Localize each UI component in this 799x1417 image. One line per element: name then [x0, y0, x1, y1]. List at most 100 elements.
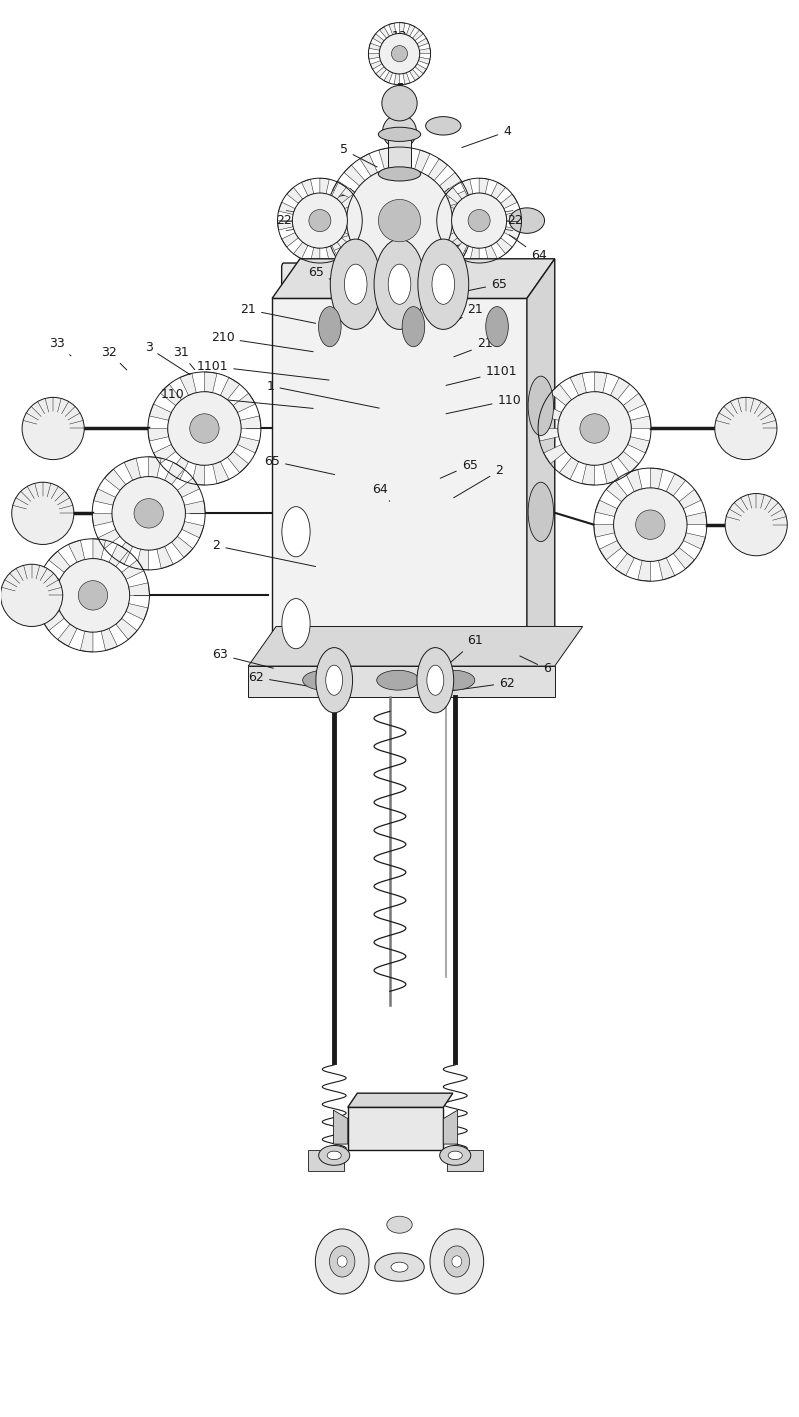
Polygon shape: [370, 61, 382, 69]
Polygon shape: [192, 465, 205, 485]
Polygon shape: [277, 221, 293, 230]
Polygon shape: [630, 417, 651, 428]
Polygon shape: [49, 551, 70, 572]
Text: 21: 21: [454, 303, 483, 323]
Polygon shape: [237, 436, 260, 453]
Polygon shape: [153, 445, 176, 463]
Polygon shape: [320, 179, 329, 194]
Circle shape: [432, 264, 455, 305]
Bar: [388, 135, 411, 174]
Polygon shape: [341, 194, 358, 208]
Polygon shape: [272, 259, 555, 299]
Polygon shape: [623, 393, 646, 412]
Text: 12: 12: [392, 30, 410, 52]
Circle shape: [374, 239, 425, 329]
Polygon shape: [686, 512, 707, 524]
Polygon shape: [479, 179, 488, 194]
Polygon shape: [437, 221, 452, 230]
Ellipse shape: [309, 210, 331, 231]
Polygon shape: [42, 611, 64, 631]
Ellipse shape: [444, 1246, 470, 1277]
Ellipse shape: [168, 391, 241, 465]
Text: 32: 32: [101, 346, 127, 370]
Polygon shape: [419, 57, 430, 64]
Ellipse shape: [319, 1145, 350, 1165]
Ellipse shape: [387, 1216, 412, 1233]
Ellipse shape: [337, 1255, 347, 1267]
Polygon shape: [594, 524, 614, 537]
Circle shape: [427, 665, 443, 696]
Polygon shape: [412, 30, 423, 41]
Text: 2: 2: [454, 465, 503, 497]
Polygon shape: [400, 23, 405, 34]
Polygon shape: [379, 147, 392, 170]
Ellipse shape: [558, 391, 631, 465]
Polygon shape: [348, 1093, 453, 1107]
Ellipse shape: [12, 482, 74, 544]
Text: 22: 22: [276, 214, 329, 232]
Text: 4: 4: [462, 125, 511, 147]
Circle shape: [486, 306, 508, 347]
Polygon shape: [415, 64, 427, 74]
Polygon shape: [446, 187, 462, 204]
Polygon shape: [434, 255, 455, 276]
Text: 62: 62: [438, 676, 515, 693]
Polygon shape: [293, 242, 308, 259]
Polygon shape: [570, 373, 586, 395]
Polygon shape: [444, 242, 467, 261]
Bar: [248, 666, 555, 697]
Circle shape: [418, 239, 469, 329]
Ellipse shape: [432, 670, 475, 690]
Text: 62: 62: [248, 670, 329, 690]
Text: 1: 1: [267, 380, 380, 408]
Polygon shape: [470, 248, 479, 264]
Ellipse shape: [509, 208, 545, 234]
Polygon shape: [501, 194, 517, 208]
Circle shape: [344, 264, 367, 305]
Polygon shape: [161, 384, 181, 405]
Polygon shape: [451, 210, 473, 221]
Polygon shape: [650, 468, 663, 489]
Circle shape: [319, 306, 341, 347]
Polygon shape: [610, 377, 630, 400]
Polygon shape: [384, 71, 392, 84]
Text: 110: 110: [161, 388, 313, 408]
Polygon shape: [338, 249, 360, 269]
Polygon shape: [389, 273, 400, 295]
Polygon shape: [369, 269, 384, 290]
Polygon shape: [213, 462, 229, 483]
Polygon shape: [205, 371, 217, 393]
Polygon shape: [333, 1110, 348, 1144]
Polygon shape: [169, 458, 189, 479]
Polygon shape: [527, 259, 555, 666]
Ellipse shape: [383, 115, 416, 149]
Polygon shape: [447, 190, 470, 205]
Polygon shape: [602, 462, 619, 483]
Polygon shape: [126, 604, 148, 619]
FancyBboxPatch shape: [282, 264, 517, 306]
Ellipse shape: [1, 564, 62, 626]
Polygon shape: [149, 404, 171, 421]
Polygon shape: [369, 43, 380, 50]
Text: 65: 65: [440, 459, 478, 479]
Polygon shape: [496, 238, 512, 254]
Ellipse shape: [636, 510, 665, 540]
Polygon shape: [407, 272, 420, 293]
Polygon shape: [92, 513, 113, 526]
Polygon shape: [447, 1149, 483, 1170]
Polygon shape: [419, 48, 431, 54]
Ellipse shape: [303, 670, 345, 690]
Polygon shape: [129, 582, 149, 595]
Polygon shape: [344, 164, 365, 186]
Ellipse shape: [614, 487, 687, 561]
Polygon shape: [326, 221, 348, 231]
Bar: [272, 299, 527, 666]
Ellipse shape: [430, 1229, 483, 1294]
Text: 33: 33: [50, 337, 71, 356]
Polygon shape: [180, 373, 197, 395]
Polygon shape: [539, 404, 562, 421]
Polygon shape: [461, 179, 473, 196]
Ellipse shape: [22, 397, 84, 459]
Ellipse shape: [452, 1255, 462, 1267]
Ellipse shape: [378, 167, 421, 181]
